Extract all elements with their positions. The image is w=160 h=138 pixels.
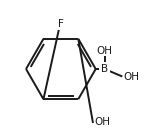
Text: OH: OH [94,117,110,127]
Text: OH: OH [97,46,113,56]
Text: OH: OH [123,71,139,82]
Text: B: B [101,64,108,74]
Text: F: F [58,19,64,29]
